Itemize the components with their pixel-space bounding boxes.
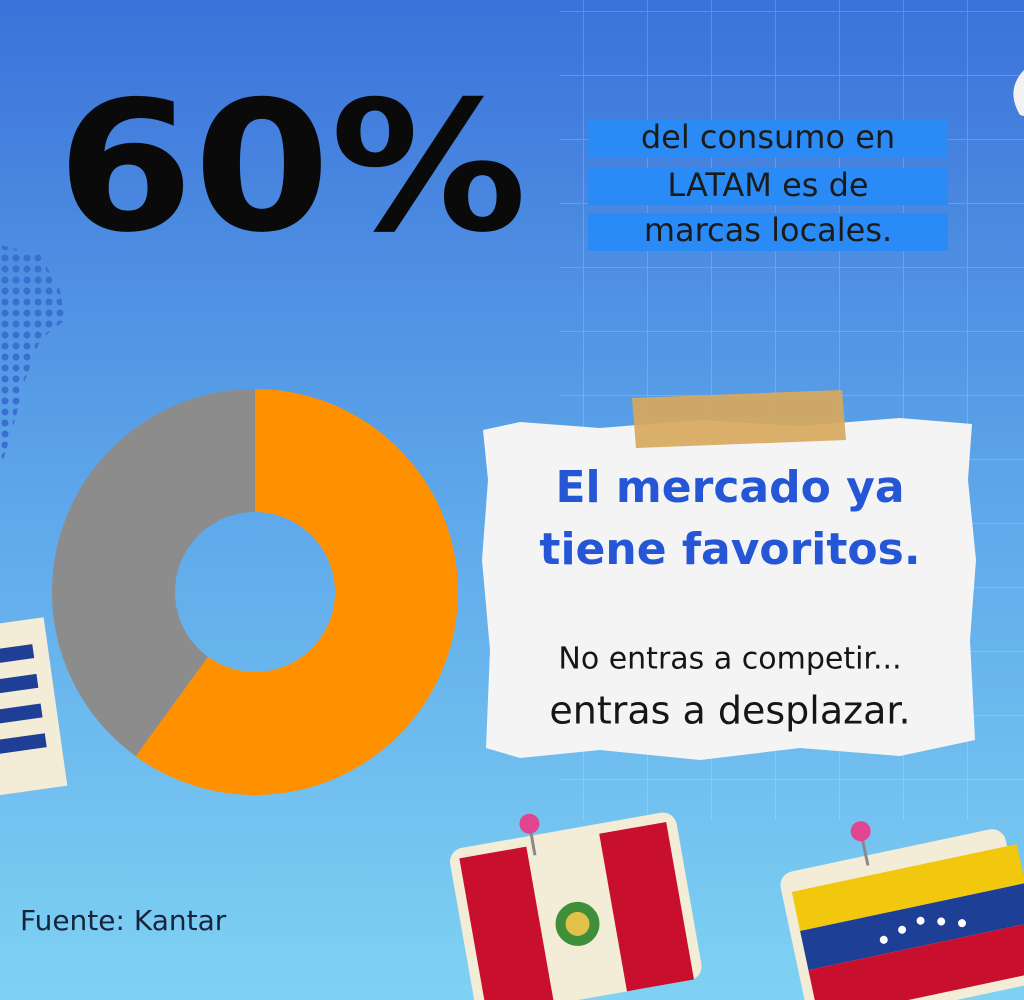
note-title: El mercado ya [555,462,904,513]
donut-slice [135,389,458,795]
donut-slice [52,389,256,757]
flag-venezuela [780,821,1024,1000]
donut-chart [52,389,458,795]
headline-line: LATAM es de [667,166,868,204]
note-title: tiene favoritos. [539,524,920,575]
flag-uruguay [0,617,68,797]
headline-line: del consumo en [641,118,895,156]
tape [632,390,846,448]
highlight [588,168,948,205]
flag-peru [449,812,702,1000]
paper-note [482,418,976,760]
headline-line: marcas locales. [644,211,892,249]
paper-corner [1013,70,1024,116]
headline-stat: 60% [57,63,527,272]
highlight [588,213,948,251]
dotted-map [0,245,65,470]
note-body: entras a desplazar. [549,689,910,733]
source: Fuente: Kantar [20,904,227,937]
note-body: No entras a competir... [558,642,901,677]
highlight [588,120,948,157]
